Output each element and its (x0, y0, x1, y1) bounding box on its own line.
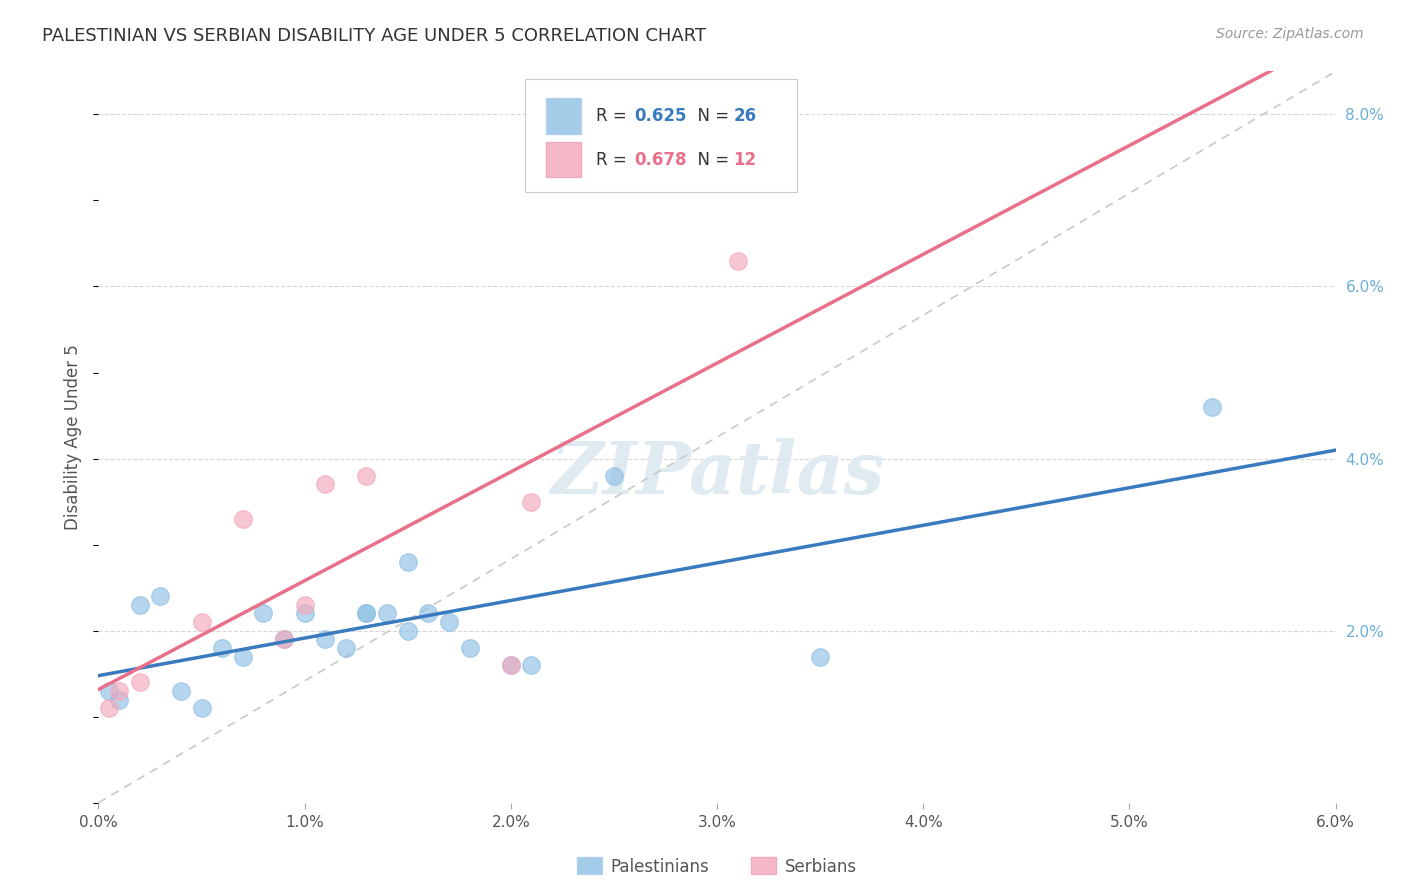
Text: Source: ZipAtlas.com: Source: ZipAtlas.com (1216, 27, 1364, 41)
Point (520, 658, 543, 673)
Point (808, 649, 831, 664)
Point (356, 468, 378, 483)
Text: 26: 26 (733, 107, 756, 125)
Point (211, 640, 233, 655)
Point (273, 632, 295, 647)
Text: N =: N = (688, 107, 735, 125)
Point (1201, 400, 1223, 414)
Text: 12: 12 (733, 151, 756, 169)
Point (108, 684, 131, 698)
Text: R =: R = (596, 107, 631, 125)
Point (437, 615, 460, 629)
Text: 0.678: 0.678 (634, 151, 686, 169)
Point (190, 615, 212, 629)
Point (273, 632, 295, 647)
Legend: Palestinians, Serbians: Palestinians, Serbians (571, 851, 863, 882)
Point (356, 607, 378, 621)
Point (520, 494, 543, 508)
Point (727, 253, 749, 268)
Text: PALESTINIAN VS SERBIAN DISABILITY AGE UNDER 5 CORRELATION CHART: PALESTINIAN VS SERBIAN DISABILITY AGE UN… (42, 27, 706, 45)
Point (190, 701, 212, 715)
Point (375, 607, 398, 621)
Point (108, 692, 131, 706)
FancyBboxPatch shape (526, 78, 797, 192)
Point (499, 658, 522, 673)
Point (314, 632, 336, 647)
Y-axis label: Disability Age Under 5: Disability Age Under 5 (65, 344, 83, 530)
Text: R =: R = (596, 151, 631, 169)
Point (252, 607, 274, 621)
Point (314, 477, 336, 491)
Point (149, 589, 172, 603)
Point (294, 607, 316, 621)
Point (232, 512, 254, 526)
Text: 0.625: 0.625 (634, 107, 686, 125)
Point (170, 684, 193, 698)
Point (97, 684, 120, 698)
Text: N =: N = (688, 151, 735, 169)
Point (97, 701, 120, 715)
Bar (547, 143, 581, 178)
Text: ZIPatlas: ZIPatlas (550, 438, 884, 509)
Point (356, 607, 378, 621)
Bar (547, 98, 581, 134)
Point (603, 468, 626, 483)
Point (418, 607, 440, 621)
Point (458, 640, 481, 655)
Point (232, 649, 254, 664)
Point (396, 555, 419, 569)
Point (128, 675, 150, 690)
Point (499, 658, 522, 673)
Point (128, 598, 150, 612)
Point (294, 598, 316, 612)
Point (335, 640, 357, 655)
Point (396, 624, 419, 638)
